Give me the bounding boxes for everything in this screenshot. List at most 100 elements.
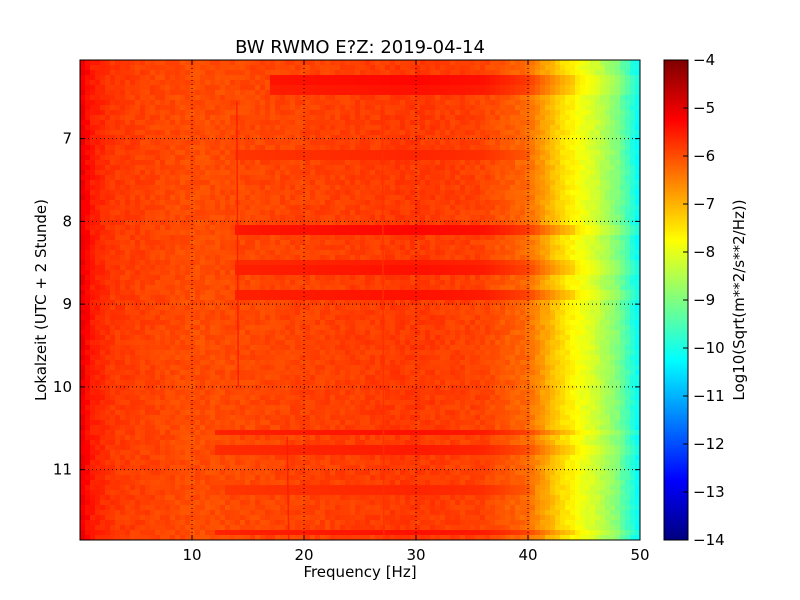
heatmap-cell bbox=[160, 235, 166, 241]
heatmap-cell bbox=[180, 265, 186, 271]
heatmap-cell bbox=[310, 145, 316, 151]
heatmap-cell bbox=[370, 110, 376, 116]
heatmap-cell bbox=[175, 115, 181, 121]
heatmap-cell bbox=[80, 140, 86, 146]
heatmap-cell bbox=[270, 210, 276, 216]
heatmap-cell bbox=[180, 140, 186, 146]
heatmap-cell bbox=[450, 115, 456, 121]
heatmap-cell bbox=[335, 220, 341, 226]
heatmap-cell bbox=[575, 195, 581, 201]
heatmap-cell bbox=[485, 170, 491, 176]
heatmap-cell bbox=[175, 95, 181, 101]
heatmap-cell bbox=[325, 260, 331, 266]
heatmap-cell bbox=[300, 95, 306, 101]
heatmap-cell bbox=[385, 75, 391, 81]
heatmap-cell bbox=[450, 90, 456, 96]
heatmap-cell bbox=[570, 225, 576, 231]
heatmap-cell bbox=[295, 260, 301, 266]
heatmap-cell bbox=[565, 85, 571, 91]
heatmap-cell bbox=[125, 160, 131, 166]
heatmap-cell bbox=[165, 65, 171, 71]
heatmap-cell bbox=[590, 170, 596, 176]
heatmap-cell bbox=[480, 130, 486, 136]
heatmap-cell bbox=[185, 85, 191, 91]
heatmap-cell bbox=[345, 120, 351, 126]
heatmap-cell bbox=[100, 195, 106, 201]
heatmap-cell bbox=[335, 245, 341, 251]
heatmap-cell bbox=[165, 100, 171, 106]
heatmap-cell bbox=[465, 80, 471, 86]
heatmap-cell bbox=[635, 175, 640, 181]
heatmap-cell bbox=[275, 175, 281, 181]
heatmap-cell bbox=[625, 60, 631, 66]
heatmap-cell bbox=[350, 65, 356, 71]
heatmap-cell bbox=[275, 250, 281, 256]
heatmap-cell bbox=[430, 70, 436, 76]
heatmap-cell bbox=[190, 180, 196, 186]
heatmap-cell bbox=[595, 255, 601, 261]
heatmap-cell bbox=[215, 155, 221, 161]
heatmap-cell bbox=[285, 145, 291, 151]
heatmap-cell bbox=[495, 265, 501, 271]
heatmap-cell bbox=[625, 180, 631, 186]
heatmap-cell bbox=[585, 200, 591, 206]
heatmap-cell bbox=[310, 90, 316, 96]
heatmap-cell bbox=[370, 200, 376, 206]
heatmap-cell bbox=[420, 155, 426, 161]
heatmap-cell bbox=[115, 115, 121, 121]
heatmap-cell bbox=[610, 100, 616, 106]
heatmap-cell bbox=[310, 265, 316, 271]
heatmap-cell bbox=[275, 240, 281, 246]
heatmap-cell bbox=[305, 135, 311, 141]
heatmap-cell bbox=[465, 205, 471, 211]
heatmap-cell bbox=[475, 160, 481, 166]
heatmap-cell bbox=[625, 200, 631, 206]
heatmap-cell bbox=[320, 65, 326, 71]
heatmap-cell bbox=[215, 210, 221, 216]
heatmap-cell bbox=[540, 190, 546, 196]
heatmap-cell bbox=[565, 200, 571, 206]
heatmap-cell bbox=[105, 85, 111, 91]
heatmap-cell bbox=[305, 120, 311, 126]
heatmap-cell bbox=[175, 150, 181, 156]
heatmap-cell bbox=[245, 170, 251, 176]
heatmap-cell bbox=[335, 280, 341, 286]
heatmap-cell bbox=[185, 130, 191, 136]
heatmap-cell bbox=[245, 110, 251, 116]
heatmap-cell bbox=[105, 80, 111, 86]
heatmap-cell bbox=[265, 160, 271, 166]
heatmap-cell bbox=[240, 135, 246, 141]
heatmap-cell bbox=[365, 280, 371, 286]
heatmap-cell bbox=[590, 150, 596, 156]
heatmap-cell bbox=[430, 140, 436, 146]
heatmap-cell bbox=[440, 240, 446, 246]
heatmap-cell bbox=[340, 60, 346, 66]
heatmap-cell bbox=[570, 135, 576, 141]
heatmap-cell bbox=[145, 260, 151, 266]
heatmap-cell bbox=[275, 60, 281, 66]
heatmap-cell bbox=[530, 190, 536, 196]
heatmap-cell bbox=[155, 165, 161, 171]
heatmap-cell bbox=[190, 70, 196, 76]
heatmap-cell bbox=[425, 225, 431, 231]
heatmap-cell bbox=[170, 90, 176, 96]
heatmap-cell bbox=[140, 160, 146, 166]
heatmap-cell bbox=[240, 100, 246, 106]
heatmap-cell bbox=[355, 170, 361, 176]
heatmap-cell bbox=[240, 95, 246, 101]
heatmap-cell bbox=[505, 270, 511, 276]
heatmap-cell bbox=[560, 115, 566, 121]
heatmap-cell bbox=[510, 145, 516, 151]
heatmap-cell bbox=[240, 255, 246, 261]
heatmap-cell bbox=[630, 155, 636, 161]
heatmap-cell bbox=[515, 140, 521, 146]
heatmap-cell bbox=[110, 70, 116, 76]
heatmap-cell bbox=[510, 230, 516, 236]
heatmap-cell bbox=[395, 60, 401, 66]
heatmap-cell bbox=[170, 255, 176, 261]
heatmap-cell bbox=[510, 125, 516, 131]
heatmap-cell bbox=[95, 120, 101, 126]
heatmap-cell bbox=[465, 85, 471, 91]
heatmap-cell bbox=[635, 60, 640, 66]
heatmap-cell bbox=[570, 190, 576, 196]
